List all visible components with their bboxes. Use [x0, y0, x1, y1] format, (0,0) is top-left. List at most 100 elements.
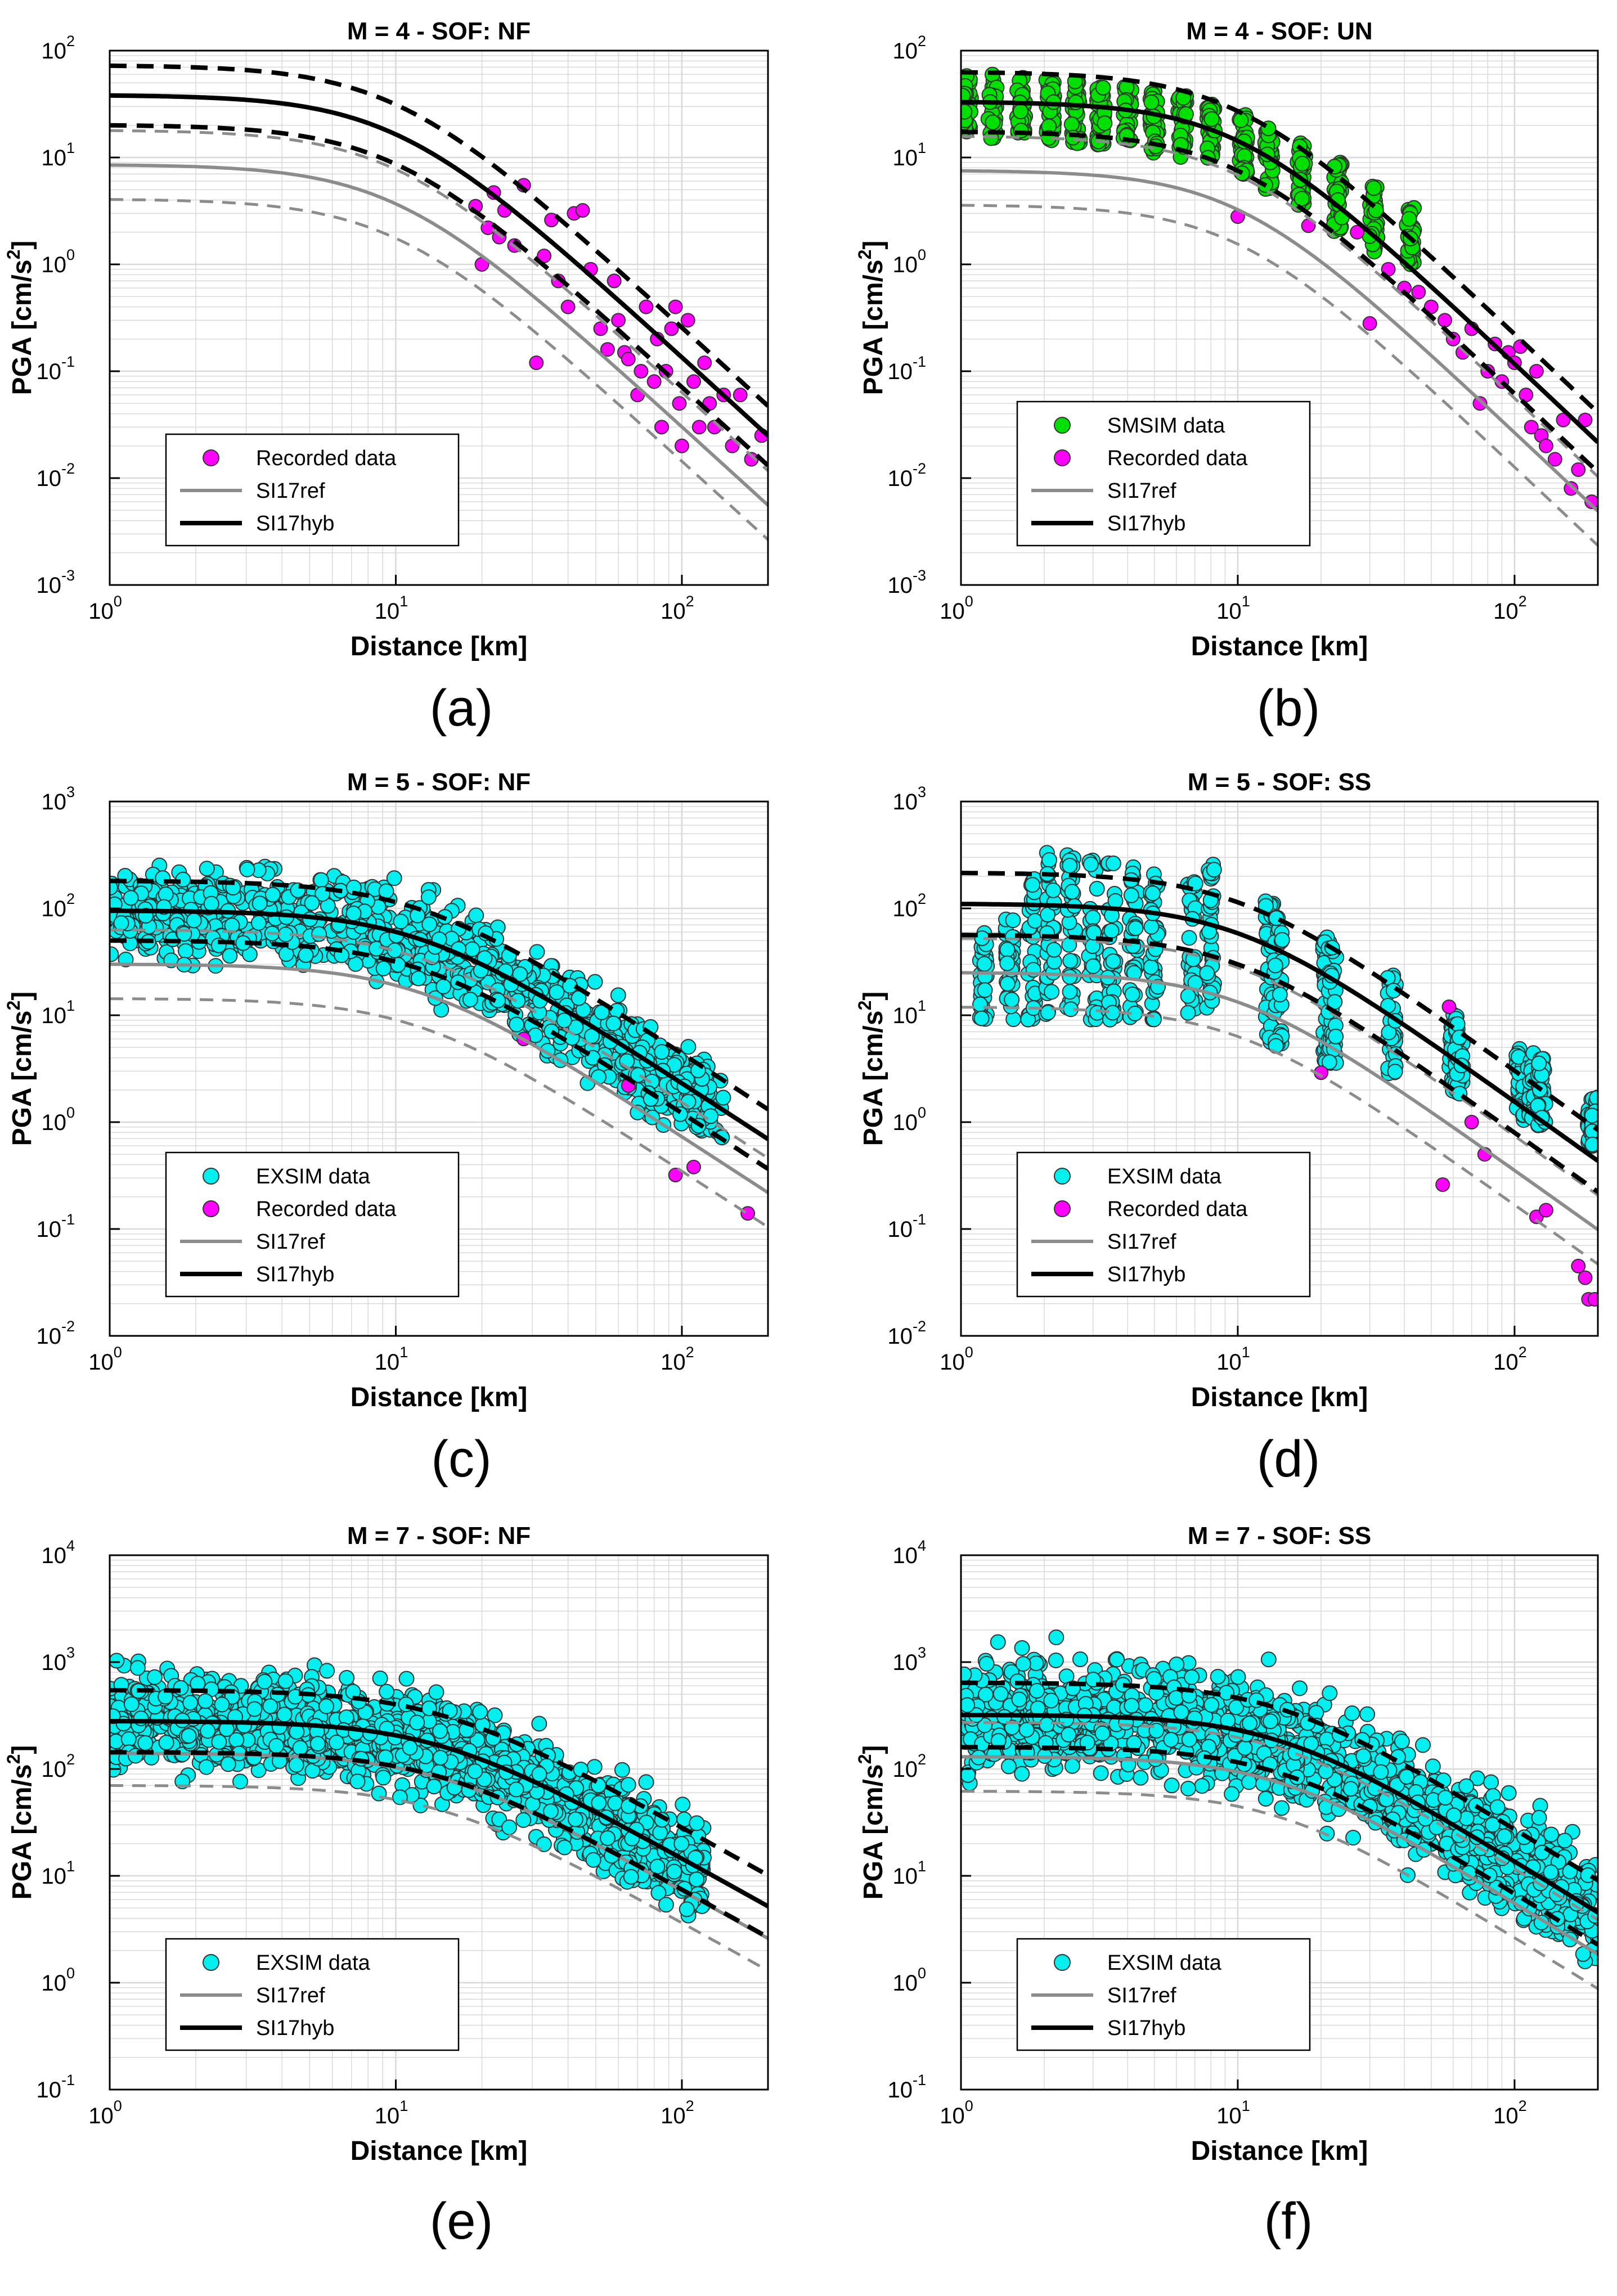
- y-tick-label: 100: [892, 1104, 926, 1135]
- data-point: [587, 974, 603, 990]
- data-point: [611, 313, 626, 328]
- data-point: [1062, 984, 1078, 1000]
- legend-swatch-exsim-data: [203, 1954, 219, 1971]
- data-point: [318, 1698, 334, 1714]
- si17ref-median: [110, 962, 768, 1194]
- data-point: [999, 955, 1016, 971]
- data-point: [1587, 1291, 1598, 1307]
- data-point: [158, 1735, 174, 1751]
- legend-label: EXSIM data: [256, 1951, 371, 1975]
- data-point: [1411, 285, 1426, 300]
- data-point: [428, 1684, 444, 1700]
- x-axis-label: Distance [km]: [351, 2136, 528, 2166]
- data-point: [435, 978, 452, 994]
- data-point: [686, 374, 701, 389]
- data-point: [432, 1723, 448, 1739]
- y-tick-label: 101: [892, 139, 926, 170]
- data-point: [200, 1723, 216, 1739]
- data-point: [1531, 1055, 1547, 1072]
- data-point: [173, 1680, 189, 1696]
- y-tick-label: 101: [41, 1858, 75, 1889]
- data-point: [288, 1757, 304, 1773]
- data-point: [464, 941, 480, 957]
- panel-label: (d): [1257, 1430, 1320, 1488]
- data-point: [402, 1740, 418, 1756]
- data-point: [593, 321, 608, 336]
- data-point: [1123, 887, 1139, 903]
- data-point: [146, 1669, 163, 1685]
- x-tick-label: 100: [88, 593, 122, 624]
- si17hyb-minus-sigma: [961, 933, 1598, 1194]
- data-point: [375, 960, 392, 976]
- data-point: [1124, 986, 1140, 1002]
- legend-label: Recorded data: [256, 1197, 397, 1221]
- chart-title: M = 7 - SOF: NF: [347, 1522, 531, 1550]
- y-tick-label: 103: [41, 1644, 75, 1675]
- y-tick-label: 101: [41, 139, 75, 170]
- legend-label: EXSIM data: [1107, 1165, 1222, 1188]
- legend-label: SI17hyb: [256, 512, 334, 535]
- y-tick-label: 102: [41, 1751, 75, 1782]
- data-point: [338, 1709, 354, 1726]
- data-point: [1292, 1680, 1308, 1696]
- si17ref-plus-sigma: [961, 937, 1598, 1196]
- legend-label: SI17hyb: [1107, 512, 1185, 535]
- data-point: [1387, 1064, 1403, 1080]
- data-point: [375, 1770, 392, 1786]
- plot-content: [110, 857, 768, 1228]
- data-point: [1143, 94, 1160, 110]
- data-point: [137, 1735, 154, 1751]
- data-point: [250, 915, 267, 931]
- data-point: [1085, 958, 1101, 974]
- data-point: [999, 942, 1016, 958]
- si17hyb-median: [110, 93, 768, 438]
- y-tick-label: 10-1: [36, 2072, 75, 2103]
- y-tick-label: 100: [41, 246, 75, 277]
- data-point: [1133, 1770, 1149, 1786]
- data-point: [1144, 885, 1161, 902]
- data-point: [1097, 115, 1113, 132]
- data-point: [1062, 953, 1079, 969]
- data-point: [1589, 1090, 1598, 1106]
- y-tick-label: 10-2: [36, 1318, 75, 1349]
- data-point: [246, 1701, 263, 1717]
- data-point: [409, 1714, 425, 1731]
- data-point: [181, 1728, 197, 1744]
- legend-swatch-smsim-data: [1054, 417, 1071, 434]
- data-point: [1524, 420, 1539, 435]
- data-point: [591, 1795, 607, 1811]
- data-point: [1435, 1177, 1450, 1192]
- data-point: [1180, 1005, 1196, 1021]
- plot-content: [961, 66, 1598, 547]
- chart-title: M = 4 - SOF: UN: [1186, 17, 1372, 45]
- x-tick-label: 101: [375, 2097, 408, 2128]
- data-point: [1578, 412, 1593, 427]
- data-point: [123, 890, 139, 906]
- data-point: [319, 1663, 335, 1679]
- legend-label: Recorded data: [1107, 447, 1248, 470]
- y-axis-label: PGA [cm/s2]: [3, 241, 37, 395]
- y-tick-label: 100: [41, 1965, 75, 1996]
- data-point: [393, 913, 409, 930]
- y-axis-label: PGA [cm/s2]: [855, 992, 888, 1146]
- data-point: [972, 996, 989, 1012]
- data-point: [1143, 919, 1160, 935]
- model-curves: [110, 63, 768, 541]
- data-point: [501, 1819, 518, 1835]
- data-point: [620, 1777, 636, 1793]
- data-point: [568, 1019, 584, 1036]
- y-tick-label: 102: [892, 890, 926, 921]
- data-point: [1366, 180, 1382, 196]
- data-point: [214, 1696, 230, 1713]
- data-point: [410, 970, 426, 987]
- data-point: [220, 1756, 236, 1772]
- model-curves: [961, 871, 1598, 1266]
- data-point: [1083, 856, 1099, 872]
- si17hyb-median: [961, 100, 1598, 444]
- data-point: [487, 1707, 503, 1723]
- x-tick-label: 102: [661, 1344, 694, 1375]
- legend-swatch-exsim-data: [203, 1168, 219, 1185]
